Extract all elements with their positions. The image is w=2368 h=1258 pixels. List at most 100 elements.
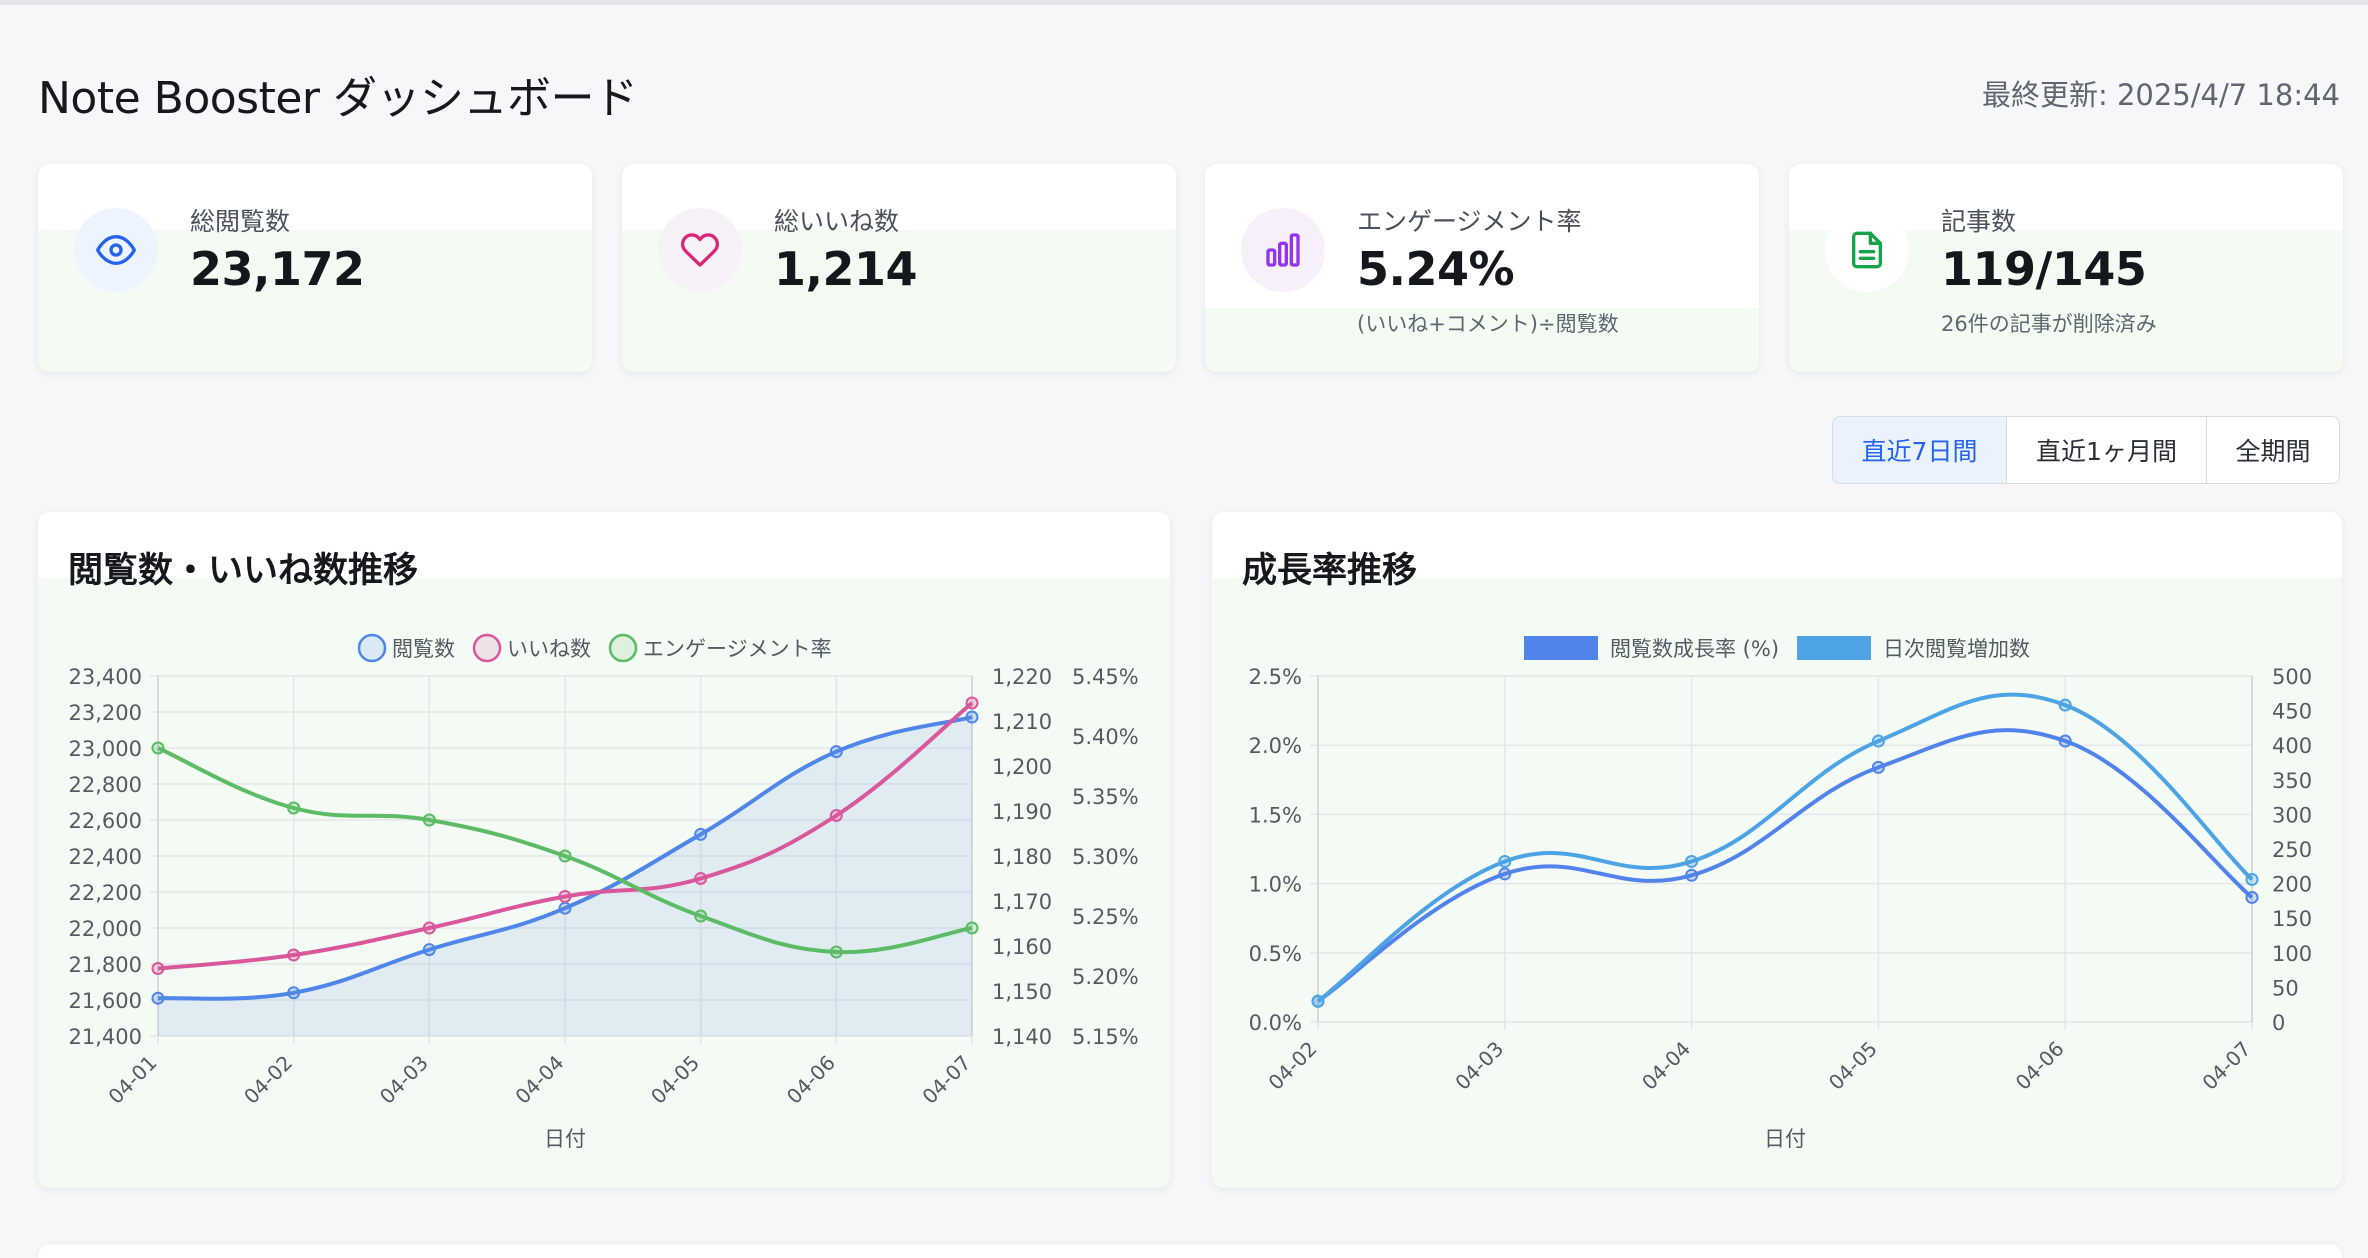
y-tick-label: 350 — [2272, 769, 2312, 793]
data-point — [694, 827, 708, 841]
y-tick-label: 250 — [2272, 838, 2312, 862]
stat-value: 23,172 — [190, 242, 365, 296]
y-tick-label: 500 — [2272, 665, 2312, 689]
data-point — [965, 921, 979, 935]
data-point — [965, 710, 979, 724]
data-point — [2245, 890, 2259, 904]
y-tick-label: 400 — [2272, 734, 2312, 758]
legend-swatch — [472, 633, 502, 663]
series-line — [157, 701, 974, 971]
stat-label: 総いいね数 — [774, 207, 900, 236]
y-tick-label: 5.45% — [1072, 665, 1139, 689]
series-line — [157, 715, 973, 1001]
x-tick-label: 04-05 — [646, 1051, 704, 1109]
data-point — [694, 909, 708, 923]
data-point — [829, 809, 843, 822]
x-tick-label: 04-03 — [1450, 1037, 1508, 1095]
y-tick-label: 2.0% — [1249, 734, 1302, 758]
y-tick-label: 0 — [2272, 1011, 2285, 1035]
y-tick-label: 5.25% — [1072, 905, 1139, 929]
stat-value: 5.24% — [1357, 242, 1515, 296]
stat-label: 記事数 — [1941, 207, 2017, 236]
x-axis-label: 日付 — [544, 1127, 586, 1151]
data-point — [1685, 854, 1699, 868]
y-tick-label: 1,160 — [992, 935, 1052, 959]
stat-value: 119/145 — [1941, 242, 2147, 296]
heart-icon — [658, 208, 742, 292]
next-panel-edge — [38, 1244, 2342, 1258]
last-updated-text: 最終更新: 2025/4/7 18:44 — [1981, 78, 2340, 112]
data-point — [422, 943, 436, 957]
data-point — [1685, 868, 1699, 882]
y-tick-label: 22,600 — [69, 809, 142, 833]
data-point — [151, 991, 165, 1005]
y-tick-label: 5.15% — [1072, 1025, 1139, 1049]
stat-card-articles: 記事数 119/145 26件の記事が削除済み — [1789, 164, 2343, 372]
y-tick-label: 1,170 — [992, 890, 1052, 914]
data-point — [694, 872, 708, 885]
legend-label: 日次閲覧増加数 — [1883, 637, 2030, 661]
data-point — [1498, 854, 1512, 868]
data-point — [2058, 698, 2072, 712]
y-tick-label: 300 — [2272, 803, 2312, 827]
data-point — [151, 741, 165, 755]
y-tick-label: 1.0% — [1249, 873, 1302, 897]
period-selector: 直近7日間 直近1ヶ月間 全期間 — [1832, 416, 2340, 484]
data-point — [422, 921, 436, 935]
y-tick-label: 21,600 — [69, 989, 142, 1013]
legend-label: いいね数 — [507, 637, 591, 661]
page-title: Note Booster ダッシュボード — [38, 73, 638, 124]
y-tick-label: 23,000 — [69, 737, 142, 761]
stat-label: 総閲覧数 — [190, 207, 291, 236]
growth-rate-chart-panel: 成長率推移 0.0% 0.5% 1.0% 1.5% 2.0% 2.5% 04-02 04-03… — [1212, 512, 2342, 1188]
y-tick-label: 21,800 — [69, 953, 142, 977]
y-tick-label: 1,180 — [992, 845, 1052, 869]
x-tick-label: 04-04 — [1637, 1037, 1695, 1095]
stat-card-views: 総閲覧数 23,172 — [38, 164, 592, 372]
y-tick-label: 100 — [2272, 942, 2312, 966]
legend-swatch — [1524, 636, 1598, 660]
y-tick-label: 5.35% — [1072, 785, 1139, 809]
data-point — [829, 945, 843, 959]
y-tick-label: 50 — [2272, 976, 2299, 1000]
chart-title: 閲覧数・いいね数推移 — [68, 551, 419, 591]
period-tab-1month[interactable]: 直近1ヶ月間 — [2007, 417, 2207, 483]
stat-card-engagement: エンゲージメント率 5.24% (いいね+コメント)÷閲覧数 — [1205, 164, 1759, 372]
x-tick-label: 04-01 — [103, 1051, 161, 1109]
y-tick-label: 1,210 — [992, 710, 1052, 734]
stat-label: エンゲージメント率 — [1357, 207, 1582, 236]
series-area — [158, 717, 972, 1036]
legend-label: 閲覧数 — [392, 637, 455, 661]
x-tick-label: 04-06 — [2011, 1037, 2069, 1095]
period-tab-7days[interactable]: 直近7日間 — [1833, 417, 2007, 483]
data-point — [2245, 872, 2259, 886]
y-tick-label: 21,400 — [69, 1025, 142, 1049]
data-point — [422, 813, 436, 827]
data-point — [558, 849, 572, 863]
x-tick-label: 04-03 — [375, 1051, 433, 1109]
legend-swatch — [1797, 636, 1872, 660]
data-point — [1871, 734, 1885, 748]
document-icon — [1825, 208, 1909, 292]
data-point — [1871, 760, 1885, 774]
stat-subtext: 26件の記事が削除済み — [1941, 312, 2157, 336]
y-tick-label: 22,000 — [69, 917, 142, 941]
y-tick-label: 1,190 — [992, 800, 1052, 824]
y-tick-label: 1,150 — [992, 980, 1052, 1004]
series-line — [157, 746, 973, 955]
y-tick-label: 23,200 — [69, 701, 142, 725]
y-tick-label: 2.5% — [1249, 665, 1302, 689]
y-tick-label: 23,400 — [69, 665, 142, 689]
stat-value: 1,214 — [774, 242, 918, 296]
series-line — [1316, 692, 2254, 1003]
y-tick-label: 22,800 — [69, 773, 142, 797]
x-tick-label: 04-07 — [917, 1051, 975, 1109]
views-likes-chart-panel: 閲覧数・いいね数推移 21,400 21,600 21,800 22,000 22,20… — [38, 512, 1170, 1188]
y-tick-label: 22,400 — [69, 845, 142, 869]
period-tab-all[interactable]: 全期間 — [2235, 437, 2311, 466]
legend-label: エンゲージメント率 — [643, 637, 832, 661]
data-point — [1498, 867, 1512, 881]
data-point — [287, 948, 301, 962]
data-point — [287, 986, 301, 1000]
y-tick-label: 1,200 — [992, 755, 1052, 779]
